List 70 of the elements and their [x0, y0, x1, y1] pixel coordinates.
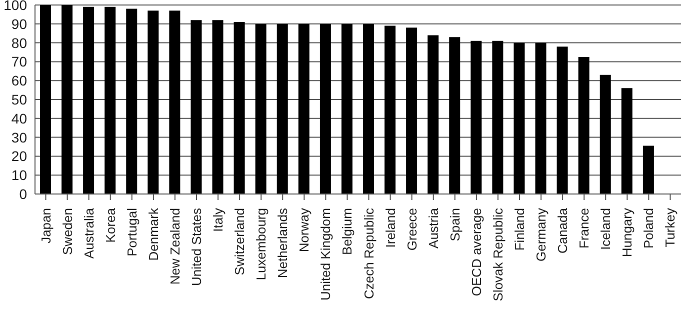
- bar: [40, 5, 51, 194]
- bar: [642, 146, 654, 194]
- x-tick-label: Hungary: [620, 208, 635, 258]
- x-tick-label: Turkey: [662, 208, 678, 248]
- y-tick-label: 100: [4, 0, 28, 13]
- bar: [104, 6, 116, 194]
- bar: [234, 22, 245, 194]
- x-tick-label: Canada: [555, 207, 570, 254]
- bar: [255, 24, 266, 194]
- x-tick-label: Korea: [102, 207, 118, 243]
- bar: [406, 28, 418, 194]
- bar: [556, 46, 568, 194]
- x-tick-label: Sweden: [60, 208, 75, 255]
- bar: [492, 40, 504, 194]
- x-tick-label: Poland: [641, 208, 656, 248]
- x-tick-label: Finland: [512, 208, 527, 251]
- bar: [621, 88, 632, 194]
- bar: [470, 40, 482, 194]
- bar: [514, 42, 525, 194]
- y-tick-label: 50: [11, 91, 28, 108]
- x-tick-label: Iceland: [598, 208, 614, 250]
- x-tick-label: Denmark: [146, 208, 161, 261]
- bar: [600, 74, 611, 194]
- bar: [428, 35, 439, 194]
- y-tick-label: 40: [11, 110, 28, 126]
- bar: [62, 5, 73, 194]
- bar: [320, 24, 331, 194]
- x-tick-label: New Zealand: [167, 208, 182, 285]
- y-tick-label: 10: [11, 167, 28, 184]
- x-tick-label: Ireland: [382, 208, 398, 248]
- x-tick-label: Spain: [447, 208, 462, 242]
- x-tick-label: Germany: [534, 208, 549, 262]
- x-tick-label: Portugal: [124, 208, 140, 256]
- x-tick-label: Greece: [404, 208, 420, 251]
- x-tick-label: Netherlands: [275, 208, 290, 278]
- bar: [276, 24, 288, 194]
- bar: [298, 24, 310, 194]
- x-tick-label: France: [576, 208, 592, 248]
- bar: [341, 24, 352, 194]
- x-tick-label: United Kingdom: [318, 208, 334, 300]
- y-tick-label: 60: [11, 72, 28, 89]
- bar: [190, 20, 202, 194]
- x-tick-label: Australia: [81, 207, 96, 259]
- x-tick-label: Belgium: [340, 208, 355, 255]
- x-tick-label: Switzerland: [232, 208, 248, 276]
- bar: [384, 26, 396, 194]
- x-tick-label: Austria: [426, 207, 441, 248]
- y-tick-label: 80: [11, 34, 28, 51]
- x-tick-label: Luxembourg: [254, 208, 269, 280]
- y-tick-label: 0: [19, 186, 28, 202]
- x-tick-label: OECD average: [468, 208, 484, 296]
- x-tick-label: United States: [189, 208, 204, 286]
- y-tick-label: 20: [11, 148, 28, 164]
- bar: [148, 10, 159, 194]
- y-tick-label: 70: [11, 54, 28, 70]
- bar: [169, 10, 180, 194]
- bar: [578, 56, 590, 194]
- x-tick-label: Norway: [296, 208, 312, 252]
- bar: [126, 8, 138, 194]
- x-tick-label: Slovak Republic: [490, 208, 506, 302]
- x-tick-label: Italy: [210, 208, 226, 232]
- y-tick-label: 90: [11, 16, 28, 32]
- x-tick-label: Japan: [38, 208, 54, 244]
- y-tick-label: 30: [11, 129, 28, 146]
- bar: [212, 20, 224, 194]
- bar: [363, 24, 374, 194]
- x-tick-label: Czech Republic: [361, 208, 376, 300]
- bar: [449, 37, 460, 194]
- bar: [535, 42, 546, 194]
- bar: [83, 6, 94, 194]
